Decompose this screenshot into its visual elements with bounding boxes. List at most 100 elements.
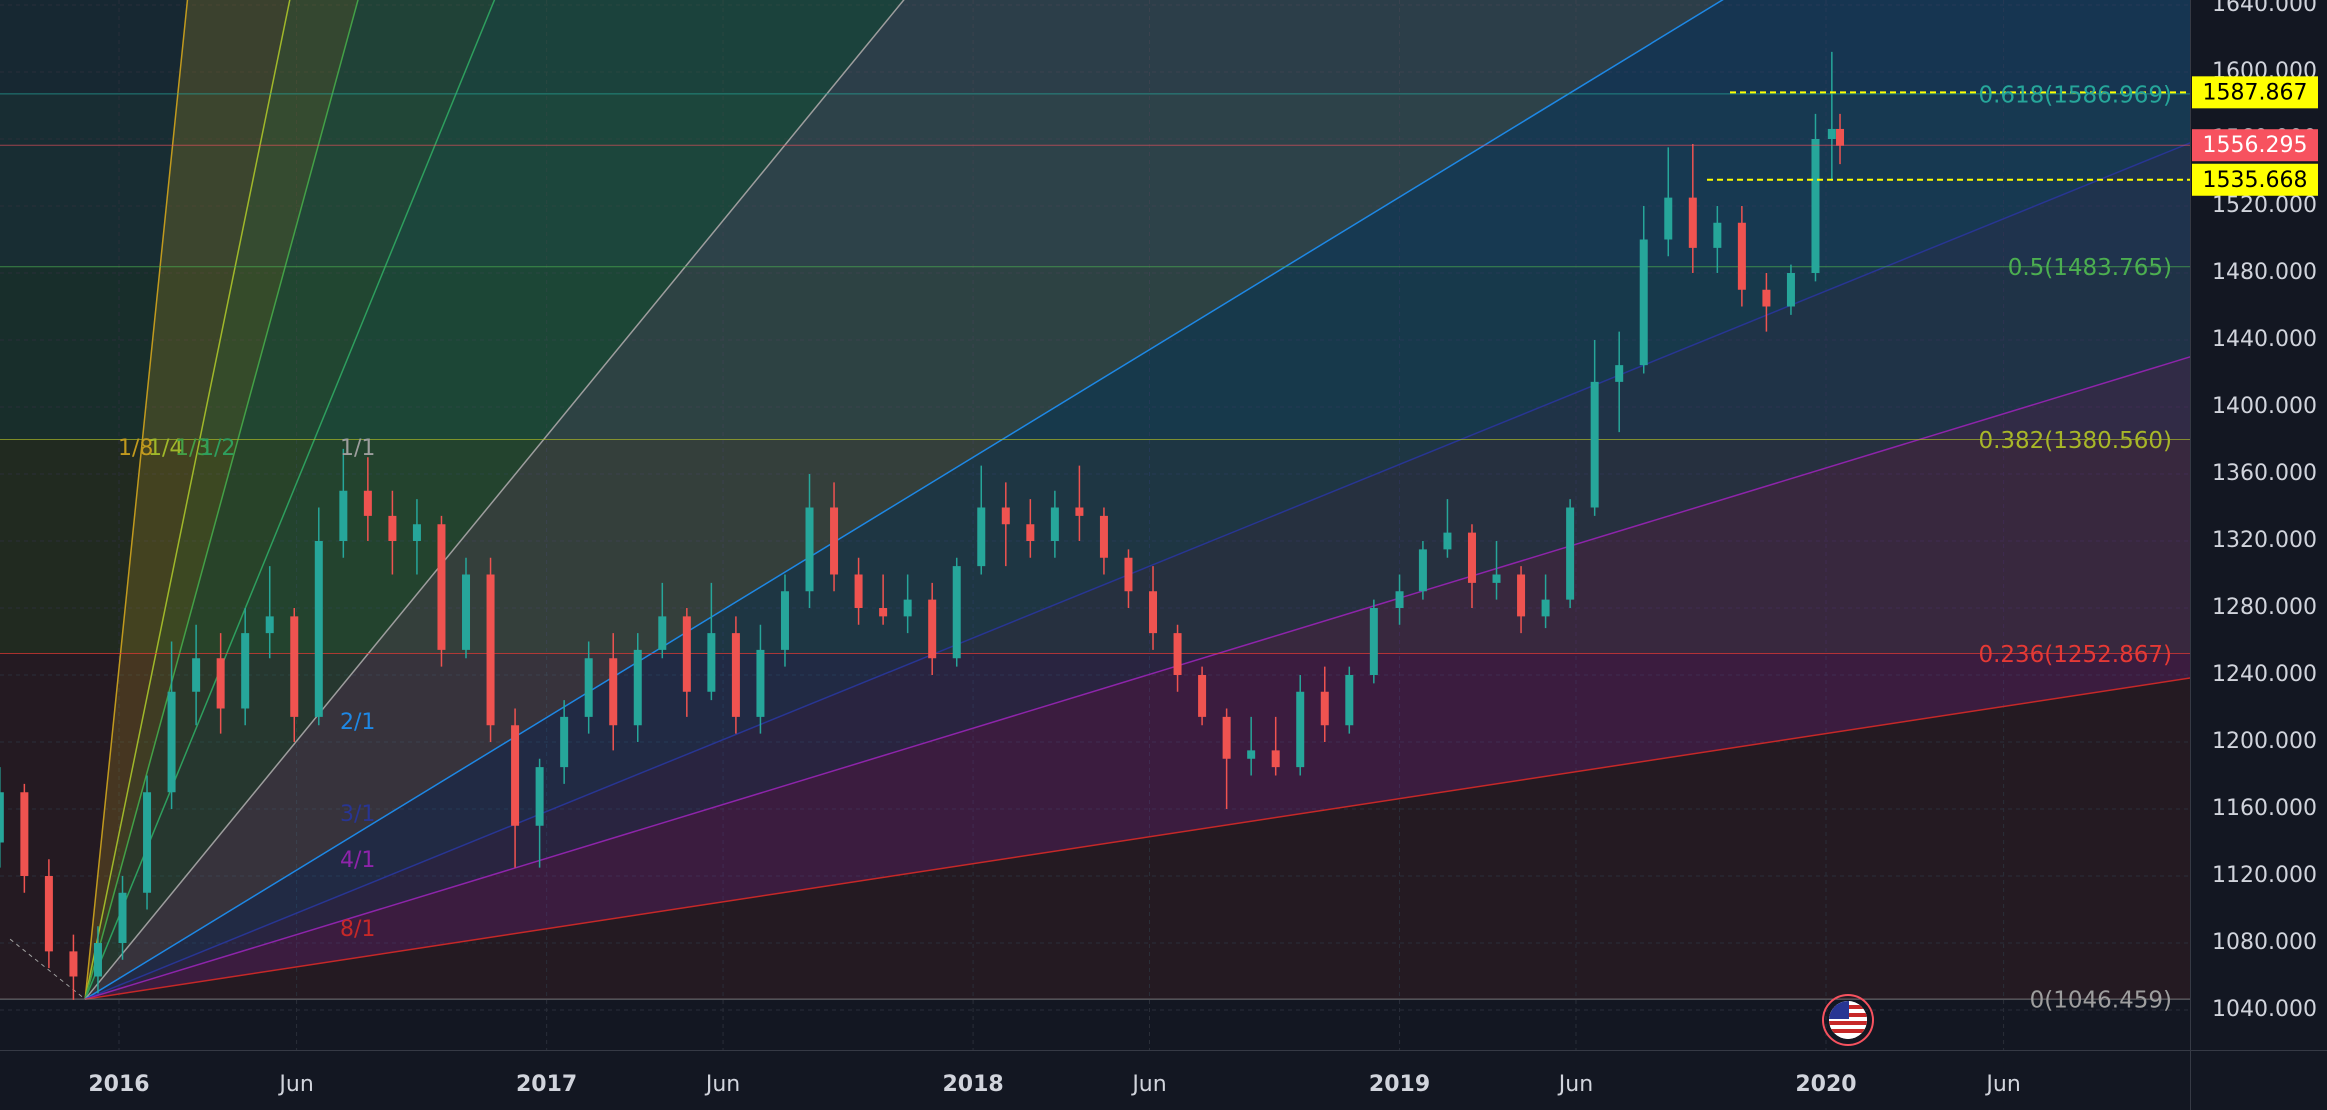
candle-body [216,658,225,709]
candle-body [44,876,53,952]
candle-body [1786,273,1795,307]
gann-fan-line[interactable] [84,0,2327,1000]
candle-body [462,574,471,650]
candle [560,700,569,784]
gann-fan-line[interactable] [84,0,2327,1000]
x-tick-label: 2019 [1369,1072,1430,1097]
fib-zone [0,93,2190,267]
candle-body [1271,750,1280,768]
x-tick-label: Jun [1984,1072,2020,1097]
candle [1345,666,1354,734]
candle-body [780,591,789,650]
candle-body [388,515,397,541]
candle [830,482,839,592]
candle [20,783,29,893]
price-badge-text: 1556.295 [2203,133,2308,158]
y-tick-label: 1120.000 [2212,863,2317,888]
candle-body [1320,691,1329,726]
candle-body [731,633,740,717]
candle-body [903,599,912,617]
candle [780,574,789,667]
candle [658,582,667,659]
candle [731,616,740,734]
candle [609,633,618,751]
price-lines [0,91,2190,181]
candle-body [1713,222,1722,248]
candle-body [707,633,716,692]
candle-body [658,616,667,650]
candle [535,758,544,868]
gann-fan-trend-line[interactable] [9,938,86,1000]
price-badge-bg [2192,129,2318,162]
candle [1418,541,1427,600]
candle-body [192,658,201,692]
candle-body [1590,381,1599,508]
candle [633,633,642,742]
candle [682,608,691,717]
candle [216,633,225,734]
gann-fan-label: 3/1 [340,802,375,827]
candle [977,465,986,575]
candle-body [1827,128,1836,139]
gann-fan-band [85,0,2190,1000]
candle [805,474,814,608]
candle-body [1443,532,1452,550]
candle [192,624,201,726]
candle [265,566,274,659]
candle [1443,499,1452,558]
candle-body [69,951,78,977]
candle [1320,666,1329,742]
candle-body [977,507,986,567]
price-badge-text: 1535.668 [2203,168,2308,193]
candle [339,448,348,558]
candle [1541,574,1550,629]
candle-body [1026,524,1035,541]
candle [1395,574,1404,625]
fib-zone-top [0,0,2190,94]
gann-fan-label: 1/8 [118,436,153,461]
candle [1467,524,1476,608]
candle-body [1369,608,1378,675]
candle-body [437,524,446,650]
candle [903,574,912,634]
candle-body [1566,507,1575,600]
candle [314,507,323,726]
x-tick-label: 2020 [1795,1072,1856,1097]
x-axis[interactable]: 2016 Jun 2017 Jun 2018 Jun 2019 Jun 2020 Jun [88,1072,2020,1097]
candle-body [290,616,299,717]
candle [1664,147,1673,257]
candle-body [486,574,495,726]
candle-body [511,725,520,826]
candle-body [609,658,618,726]
candle [437,515,446,667]
candle [1762,273,1771,332]
fib-zone [0,439,2190,654]
candle-body [1541,599,1550,617]
candle [1517,566,1526,634]
candle [1786,264,1795,315]
candle [756,624,765,734]
us-flag-icon[interactable] [1822,994,1874,1046]
candle-body [1664,197,1673,240]
fib-lines [0,93,2190,1000]
gann-fan[interactable] [9,0,2327,1000]
candle [1737,206,1746,307]
candle [143,775,152,910]
gann-fan-line[interactable] [84,0,2327,1000]
x-tick-label: 2017 [516,1072,577,1097]
gann-fan-label: 2/1 [340,710,375,735]
y-tick-label: 1160.000 [2212,796,2317,821]
candle-body [854,574,863,608]
candle [1566,499,1575,608]
candle-body [241,633,250,709]
candle [1247,716,1256,776]
candle [1836,113,1845,165]
y-tick-label: 1320.000 [2212,528,2317,553]
candle [167,641,176,809]
candle [1713,206,1722,273]
gann-fan-line[interactable] [85,84,2327,1000]
y-tick-label: 1520.000 [2212,193,2317,218]
candle [1369,599,1378,684]
plot-area[interactable]: 1/81/41/31/2 1/1 2/1 3/1 4/1 8/1 0.618(1586.9… [0,0,2327,1050]
